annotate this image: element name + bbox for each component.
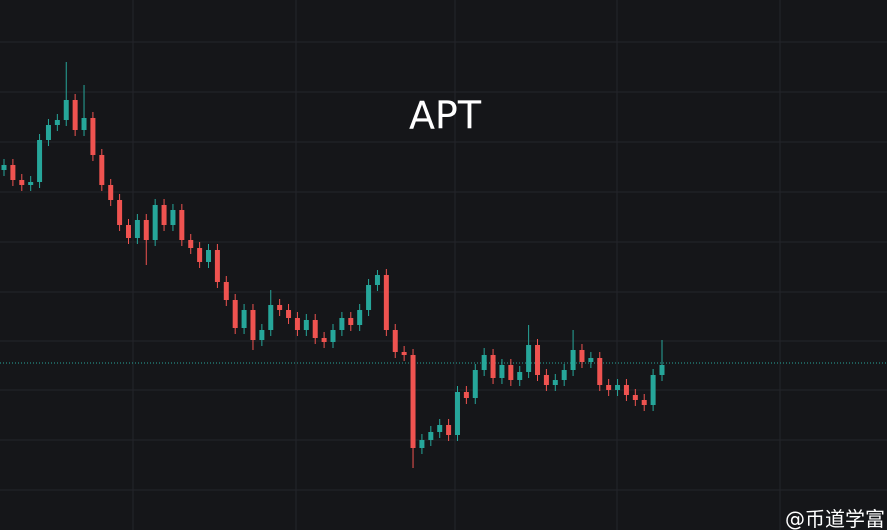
candle-body — [606, 385, 612, 390]
candle-body — [641, 400, 647, 405]
candle-body — [374, 275, 380, 285]
candle-body — [623, 385, 629, 395]
candle-body — [383, 275, 389, 330]
candle-body — [481, 355, 487, 370]
candle-body — [615, 385, 621, 390]
candle-body — [366, 285, 372, 310]
watermark: @币道学富 — [785, 507, 885, 530]
candle-body — [37, 140, 43, 182]
candle-body — [117, 200, 123, 225]
candle-body — [428, 432, 434, 440]
candle-body — [1, 165, 7, 170]
candle-body — [152, 205, 158, 240]
candle-body — [526, 345, 532, 372]
candle-body — [552, 380, 558, 385]
candle-body — [543, 375, 549, 385]
candle-body — [330, 330, 336, 342]
candle-body — [632, 395, 638, 400]
candle-body — [401, 352, 407, 355]
candle-body — [206, 250, 212, 262]
candle-body — [28, 182, 34, 185]
candle-body — [410, 355, 416, 448]
candle-body — [134, 220, 140, 238]
candle-body — [499, 365, 505, 378]
candle-body — [463, 392, 469, 398]
candle-body — [535, 345, 541, 375]
candle-body — [508, 365, 514, 380]
candle-body — [357, 310, 363, 325]
chart-title: APT — [409, 94, 482, 138]
candle-body — [277, 305, 283, 310]
candle-body — [259, 330, 265, 340]
candle-body — [108, 185, 114, 200]
candle-body — [437, 425, 443, 432]
candle-body — [392, 330, 398, 352]
candle-body — [419, 440, 425, 448]
candle-body — [241, 310, 247, 328]
candle-body — [10, 165, 16, 180]
candle-body — [561, 370, 567, 380]
candle-body — [312, 320, 318, 338]
candle-body — [179, 210, 185, 240]
candle-body — [454, 392, 460, 435]
candle-body — [54, 120, 60, 125]
candle-body — [72, 100, 78, 130]
candle-body — [90, 118, 96, 155]
candle-body — [188, 240, 194, 248]
candle-body — [597, 358, 603, 385]
candle-body — [570, 350, 576, 370]
candle-body — [223, 282, 229, 300]
candle-body — [659, 365, 665, 375]
candle-body — [294, 318, 300, 330]
candle-body — [161, 205, 167, 225]
candle-body — [339, 318, 345, 330]
candle-body — [214, 250, 220, 282]
candle-body — [588, 358, 594, 362]
candle-body — [45, 125, 51, 140]
candle-body — [321, 338, 327, 342]
candle-body — [517, 372, 523, 380]
candle-body — [232, 300, 238, 328]
candle-body — [650, 375, 656, 405]
candle-body — [446, 425, 452, 435]
candle-body — [490, 355, 496, 378]
candle-body — [268, 305, 274, 330]
candle-body — [286, 310, 292, 318]
candle-body — [125, 225, 131, 238]
candle-body — [250, 310, 256, 340]
candle-body — [19, 180, 25, 185]
candle-body — [63, 100, 69, 120]
candle-body — [472, 370, 478, 398]
candle-body — [579, 350, 585, 362]
candle-body — [348, 318, 354, 325]
candle-body — [81, 118, 87, 130]
candle-body — [143, 220, 149, 240]
candle-body — [197, 248, 203, 262]
candle-body — [170, 210, 176, 225]
candle-body — [303, 320, 309, 330]
candle-body — [99, 155, 105, 185]
